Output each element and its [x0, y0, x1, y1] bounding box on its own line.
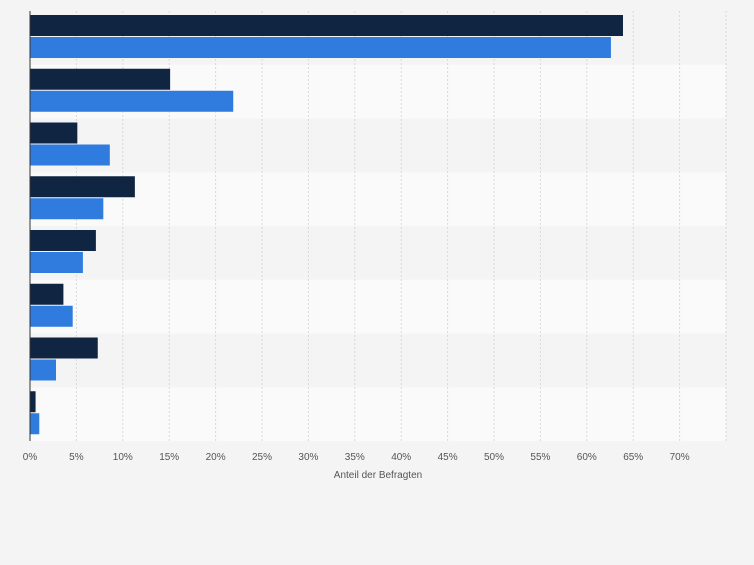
x-tick-label: 65%	[623, 452, 643, 463]
x-axis-title: Anteil der Befragten	[334, 470, 422, 481]
x-tick-label: 40%	[391, 452, 411, 463]
x-tick-label: 10%	[113, 452, 133, 463]
x-tick-label: 45%	[438, 452, 458, 463]
bar-series-1[interactable]	[30, 230, 96, 251]
bar-series-1[interactable]	[30, 15, 623, 36]
row-band	[30, 118, 726, 173]
x-tick-label: 35%	[345, 452, 365, 463]
row-band	[30, 387, 726, 441]
row-bands	[30, 11, 726, 441]
row-band	[30, 172, 726, 226]
x-tick-label: 5%	[69, 452, 84, 463]
row-band	[30, 333, 726, 388]
bar-series-1[interactable]	[30, 122, 78, 144]
bar-series-2[interactable]	[30, 413, 40, 435]
x-tick-label: 70%	[670, 452, 690, 463]
bar-series-1[interactable]	[30, 283, 64, 305]
x-axis-ticks: 0% 5% 10% 15% 20% 25% 30% 35% 40% 45% 50% 55% 60% 65%…	[23, 452, 690, 463]
x-tick-label: 15%	[159, 452, 179, 463]
bar-series-2[interactable]	[30, 252, 83, 273]
bars	[30, 15, 623, 435]
x-tick-label: 0%	[23, 452, 38, 463]
bar-series-1[interactable]	[30, 68, 171, 90]
bar-series-2[interactable]	[30, 90, 234, 112]
bar-series-2[interactable]	[30, 37, 611, 58]
bar-series-2[interactable]	[30, 305, 73, 327]
row-band	[30, 279, 726, 334]
row-band	[30, 226, 726, 280]
bar-series-2[interactable]	[30, 144, 110, 166]
x-tick-label: 30%	[298, 452, 318, 463]
x-tick-label: 55%	[530, 452, 550, 463]
bar-series-2[interactable]	[30, 359, 56, 381]
x-tick-label: 25%	[252, 452, 272, 463]
x-tick-label: 60%	[577, 452, 597, 463]
x-tick-label: 50%	[484, 452, 504, 463]
bar-series-1[interactable]	[30, 176, 135, 198]
bar-series-2[interactable]	[30, 198, 104, 220]
x-tick-label: 20%	[206, 452, 226, 463]
bar-series-1[interactable]	[30, 391, 36, 413]
bar-series-1[interactable]	[30, 337, 98, 359]
